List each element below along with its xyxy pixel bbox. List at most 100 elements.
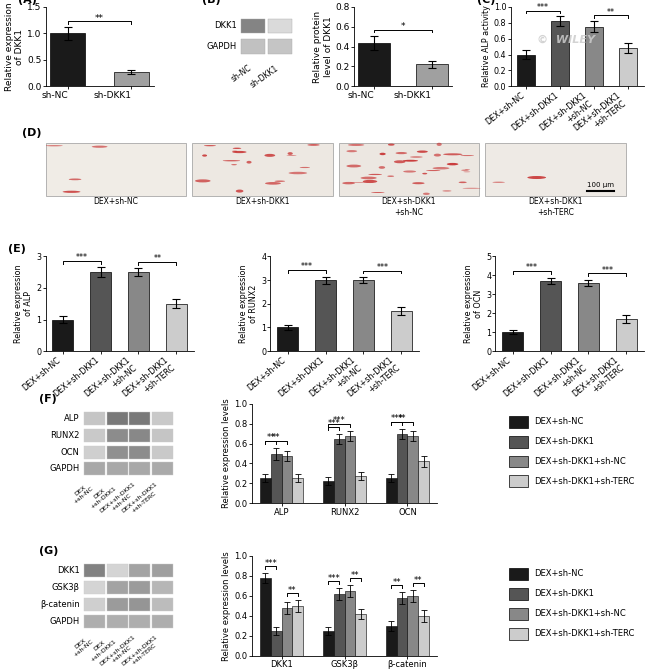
Ellipse shape bbox=[246, 161, 252, 164]
Bar bbox=[619, 48, 638, 86]
Bar bbox=[166, 304, 187, 351]
Bar bbox=[90, 272, 111, 351]
Ellipse shape bbox=[379, 166, 385, 169]
Text: (C): (C) bbox=[477, 0, 496, 5]
Ellipse shape bbox=[423, 193, 430, 195]
Bar bbox=[84, 462, 105, 476]
Bar bbox=[260, 478, 271, 503]
Text: ***: *** bbox=[75, 254, 88, 262]
Text: RUNX2: RUNX2 bbox=[51, 431, 80, 440]
Text: DEX+sh-DKK1: DEX+sh-DKK1 bbox=[534, 437, 593, 446]
Ellipse shape bbox=[432, 167, 449, 169]
Bar bbox=[152, 581, 173, 594]
Text: GAPDH: GAPDH bbox=[207, 42, 237, 51]
Text: ©  WILEY: © WILEY bbox=[538, 35, 595, 45]
Text: (F): (F) bbox=[38, 394, 57, 403]
Bar bbox=[152, 615, 173, 628]
Bar bbox=[271, 631, 281, 656]
Bar bbox=[152, 462, 173, 476]
Bar bbox=[51, 33, 85, 86]
Ellipse shape bbox=[371, 192, 385, 193]
Bar bbox=[334, 594, 345, 656]
Bar bbox=[396, 598, 408, 656]
Text: DEX+sh-DKK1
+sh-NC: DEX+sh-DKK1 +sh-NC bbox=[382, 197, 436, 217]
Ellipse shape bbox=[422, 173, 427, 175]
Bar bbox=[107, 429, 128, 442]
Ellipse shape bbox=[236, 189, 244, 193]
Ellipse shape bbox=[462, 170, 469, 171]
Text: DEX
+sh-DKK1: DEX +sh-DKK1 bbox=[86, 634, 117, 662]
Text: **: ** bbox=[393, 577, 401, 587]
Text: DEX+sh-DKK1+sh-NC: DEX+sh-DKK1+sh-NC bbox=[534, 609, 625, 618]
Bar bbox=[396, 434, 408, 503]
Bar bbox=[416, 64, 448, 86]
Ellipse shape bbox=[62, 191, 81, 193]
Bar bbox=[152, 411, 173, 425]
Bar bbox=[344, 591, 355, 656]
Ellipse shape bbox=[69, 179, 81, 180]
Ellipse shape bbox=[460, 155, 474, 156]
Bar bbox=[277, 327, 298, 351]
Bar bbox=[509, 436, 528, 448]
Ellipse shape bbox=[287, 152, 292, 155]
Text: DEX+sh-DKK1
+sh-TERC: DEX+sh-DKK1 +sh-TERC bbox=[122, 634, 162, 669]
Ellipse shape bbox=[369, 174, 382, 175]
Text: ***: *** bbox=[300, 262, 313, 272]
Text: ***: *** bbox=[328, 573, 340, 583]
Text: **: ** bbox=[398, 414, 406, 423]
Bar bbox=[509, 628, 528, 640]
Bar bbox=[509, 608, 528, 619]
Ellipse shape bbox=[265, 154, 275, 157]
Y-axis label: Relative protein
level of DKK1: Relative protein level of DKK1 bbox=[313, 11, 333, 82]
Bar bbox=[129, 411, 150, 425]
Bar bbox=[408, 596, 418, 656]
Text: (D): (D) bbox=[21, 128, 41, 138]
Bar bbox=[292, 606, 303, 656]
Y-axis label: Relative expression levels: Relative expression levels bbox=[222, 399, 231, 508]
Bar bbox=[281, 608, 292, 656]
Bar bbox=[540, 281, 561, 351]
Bar bbox=[84, 411, 105, 425]
Bar bbox=[129, 581, 150, 594]
Ellipse shape bbox=[195, 179, 211, 183]
Text: DKK1: DKK1 bbox=[57, 566, 80, 575]
Ellipse shape bbox=[426, 170, 441, 171]
Text: DEX+sh-NC: DEX+sh-NC bbox=[94, 197, 138, 206]
Text: **: ** bbox=[272, 434, 280, 442]
Text: (B): (B) bbox=[202, 0, 220, 5]
Bar bbox=[509, 588, 528, 600]
Bar bbox=[107, 598, 128, 611]
Text: GAPDH: GAPDH bbox=[49, 617, 80, 626]
Ellipse shape bbox=[434, 154, 441, 157]
Bar bbox=[418, 462, 429, 503]
Bar bbox=[84, 581, 105, 594]
Text: OCN: OCN bbox=[61, 448, 80, 456]
Bar bbox=[129, 564, 150, 577]
Bar bbox=[408, 436, 418, 503]
Ellipse shape bbox=[350, 182, 368, 183]
Text: ***: *** bbox=[391, 414, 403, 423]
Ellipse shape bbox=[231, 164, 237, 165]
Ellipse shape bbox=[265, 182, 281, 185]
Bar bbox=[418, 615, 429, 656]
Bar bbox=[509, 476, 528, 488]
Text: DEX
+sh-NC: DEX +sh-NC bbox=[70, 634, 94, 658]
Bar bbox=[344, 436, 355, 503]
Text: DEX+sh-DKK1+sh-NC: DEX+sh-DKK1+sh-NC bbox=[534, 457, 625, 466]
Bar bbox=[129, 446, 150, 458]
Text: DEX
+sh-NC: DEX +sh-NC bbox=[70, 482, 94, 505]
Y-axis label: Relative expression
of DKK1: Relative expression of DKK1 bbox=[5, 2, 24, 91]
Bar bbox=[107, 564, 128, 577]
Ellipse shape bbox=[361, 177, 377, 179]
Bar bbox=[84, 429, 105, 442]
Bar bbox=[129, 598, 150, 611]
Text: **: ** bbox=[153, 254, 161, 263]
Bar bbox=[391, 311, 412, 351]
Text: DEX+sh-DKK1
+sh-TERC: DEX+sh-DKK1 +sh-TERC bbox=[528, 197, 582, 217]
Text: sh-NC: sh-NC bbox=[229, 64, 253, 84]
Ellipse shape bbox=[459, 181, 467, 183]
Bar bbox=[129, 615, 150, 628]
Ellipse shape bbox=[396, 152, 407, 154]
Bar bbox=[281, 456, 292, 503]
Ellipse shape bbox=[493, 182, 505, 183]
